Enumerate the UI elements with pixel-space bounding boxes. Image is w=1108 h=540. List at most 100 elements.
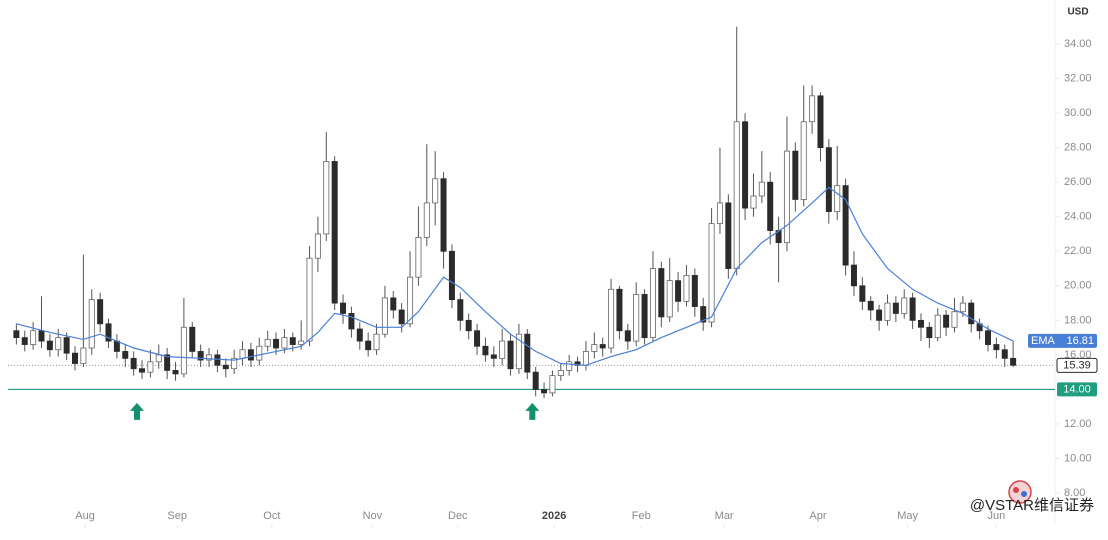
ema-label-box	[1028, 333, 1097, 348]
candle-body	[1001, 349, 1008, 359]
candle-body	[80, 347, 87, 364]
y-tick-label: 18.00	[1064, 314, 1092, 326]
candle-body	[113, 340, 120, 352]
candle-body	[130, 357, 137, 370]
candle-body	[968, 302, 975, 325]
x-tick-label: Jun	[987, 510, 1005, 522]
y-tick-label: 20.00	[1064, 280, 1092, 292]
candle-body	[38, 330, 45, 342]
candle-body	[46, 340, 53, 351]
y-tick-label: 34.00	[1064, 38, 1092, 50]
candle-body	[934, 314, 941, 339]
candle-body	[591, 344, 598, 352]
candle-body	[792, 150, 799, 200]
candle-body	[390, 297, 397, 311]
candle-body	[633, 294, 640, 342]
candle-body	[658, 268, 665, 318]
candle-body	[340, 302, 347, 314]
price-label: 15.39	[1063, 359, 1091, 371]
candle-body	[641, 294, 648, 339]
candle-body	[55, 337, 62, 351]
y-tick-label: 28.00	[1064, 142, 1092, 154]
candle-body	[256, 345, 263, 361]
candle-body	[72, 352, 79, 364]
support-label: 14.00	[1063, 383, 1091, 395]
candle-body	[306, 257, 313, 342]
candle-body	[440, 178, 447, 252]
candle-body	[247, 349, 254, 361]
candle-body	[783, 150, 790, 244]
candle-body	[264, 338, 271, 347]
candle-body	[800, 121, 807, 200]
candle-body	[164, 354, 171, 371]
candle-body	[733, 121, 740, 269]
candle-body	[566, 361, 573, 371]
candle-body	[63, 337, 70, 354]
candle-body	[859, 285, 866, 302]
candle-body	[281, 337, 288, 349]
candle-body	[842, 185, 849, 266]
arrow-marker	[525, 402, 540, 420]
candle-body	[993, 344, 1000, 351]
candle-body	[943, 314, 950, 328]
candle-body	[817, 95, 824, 149]
candle-body	[809, 95, 816, 123]
y-tick-label: 22.00	[1064, 245, 1092, 257]
x-tick-label: Dec	[448, 510, 468, 522]
candle-body	[122, 351, 129, 359]
candle-body	[876, 309, 883, 321]
candle-body	[608, 288, 615, 349]
candle-body	[457, 299, 464, 321]
candle-body	[926, 326, 933, 339]
candle-body	[758, 181, 765, 197]
candle-body	[88, 299, 95, 349]
candle-body	[97, 299, 104, 325]
candle-body	[365, 340, 372, 351]
candle-body	[415, 237, 422, 278]
candle-body	[474, 330, 481, 347]
candle-body	[708, 223, 715, 323]
y-tick-label: 10.00	[1064, 452, 1092, 464]
candle-body	[649, 268, 656, 339]
y-tick-label: 30.00	[1064, 107, 1092, 119]
x-tick-label: Nov	[363, 510, 383, 522]
candle-body	[1010, 357, 1017, 366]
candle-body	[767, 181, 774, 231]
candle-body	[147, 361, 154, 373]
x-tick-label: Sep	[167, 510, 187, 522]
watermark: @VSTAR维信证券	[970, 497, 1094, 514]
candle-body	[917, 319, 924, 328]
candle-body	[742, 121, 749, 209]
candle-body	[180, 326, 187, 375]
candle-body	[507, 340, 514, 370]
candle-body	[482, 345, 489, 356]
candle-body	[549, 375, 556, 394]
candle-body	[423, 202, 430, 238]
candle-body	[407, 276, 414, 325]
candle-body	[214, 354, 221, 366]
y-tick-label: 32.00	[1064, 72, 1092, 84]
candle-body	[432, 178, 439, 204]
ema-name: EMA	[1031, 335, 1056, 347]
candle-body	[298, 340, 305, 345]
candle-body	[984, 330, 991, 345]
candle-body	[222, 364, 229, 370]
candle-body	[557, 370, 564, 377]
candle-body	[206, 354, 213, 361]
candle-body	[616, 288, 623, 332]
candle-body	[599, 344, 606, 349]
support-label-box	[1057, 382, 1097, 397]
candle-body	[666, 280, 673, 318]
candle-body	[448, 250, 455, 301]
candle-body	[675, 280, 682, 302]
y-tick-label: 12.00	[1064, 418, 1092, 430]
candle-body	[524, 333, 531, 373]
candle-body	[825, 147, 832, 212]
candle-body	[683, 275, 690, 302]
candle-body	[901, 297, 908, 314]
candle-body	[490, 354, 497, 359]
candle-body	[515, 333, 522, 370]
candle-body	[541, 389, 548, 394]
candle-body	[239, 349, 246, 359]
